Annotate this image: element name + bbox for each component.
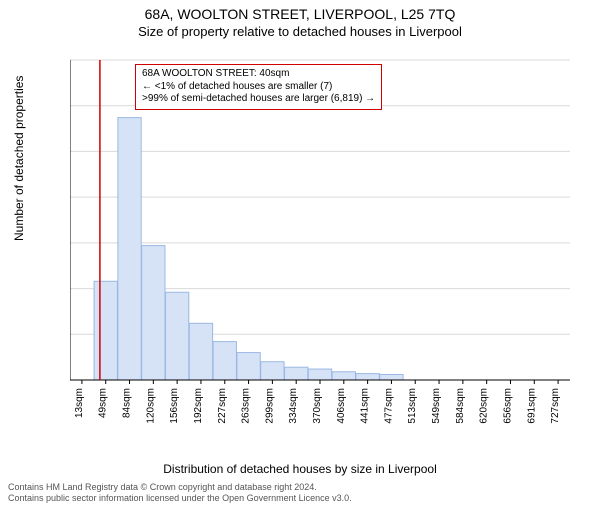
footer-line1: Contains HM Land Registry data © Crown c… — [8, 482, 352, 493]
x-tick-label: 584sqm — [455, 388, 466, 424]
x-tick-label: 334sqm — [288, 388, 299, 424]
x-tick-label: 192sqm — [193, 388, 204, 424]
x-tick-label: 120sqm — [145, 388, 156, 424]
x-tick-label: 620sqm — [479, 388, 490, 424]
footer-line2: Contains public sector information licen… — [8, 493, 352, 504]
x-tick-label: 13sqm — [74, 388, 85, 418]
x-tick-label: 370sqm — [312, 388, 323, 424]
x-tick-label: 727sqm — [550, 388, 561, 424]
page-subtitle: Size of property relative to detached ho… — [0, 24, 600, 39]
annotation-line1: 68A WOOLTON STREET: 40sqm — [142, 68, 375, 81]
x-axis-label: Distribution of detached houses by size … — [0, 462, 600, 476]
x-tick-label: 49sqm — [98, 388, 109, 418]
x-tick-label: 263sqm — [241, 388, 252, 424]
x-tick-label: 656sqm — [502, 388, 513, 424]
chart-area: 050010001500200025003000350013sqm49sqm84… — [70, 56, 580, 426]
x-tick-label: 477sqm — [383, 388, 394, 424]
x-tick-label: 441sqm — [360, 388, 371, 424]
x-tick-label: 156sqm — [169, 388, 180, 424]
footer: Contains HM Land Registry data © Crown c… — [8, 482, 352, 504]
chart-container: 68A, WOOLTON STREET, LIVERPOOL, L25 7TQ … — [0, 6, 600, 506]
x-tick-label: 84sqm — [122, 388, 133, 418]
y-axis-label: Number of detached properties — [12, 76, 26, 241]
x-tick-label: 513sqm — [407, 388, 418, 424]
page-title: 68A, WOOLTON STREET, LIVERPOOL, L25 7TQ — [0, 6, 600, 22]
x-tick-label: 691sqm — [526, 388, 537, 424]
histogram-plot: 050010001500200025003000350013sqm49sqm84… — [70, 56, 580, 426]
annotation-box: 68A WOOLTON STREET: 40sqm ← <1% of detac… — [135, 64, 382, 110]
x-tick-label: 406sqm — [336, 388, 347, 424]
annotation-line2: ← <1% of detached houses are smaller (7) — [142, 81, 375, 94]
x-tick-label: 549sqm — [431, 388, 442, 424]
x-tick-label: 299sqm — [264, 388, 275, 424]
annotation-line3: >99% of semi-detached houses are larger … — [142, 93, 375, 106]
x-tick-label: 227sqm — [217, 388, 228, 424]
